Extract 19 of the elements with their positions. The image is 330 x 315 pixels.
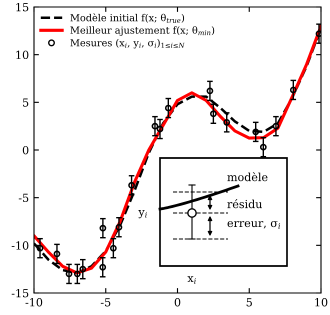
y-tick-label: 15 [16,2,28,12]
annotation: résidu [227,199,262,208]
annotation: erreur, σ$_{i}$ [228,221,280,229]
annotation: x$_{i}$ [188,276,196,284]
y-tick-label: -10 [12,241,28,250]
y-tick-label: 5 [23,98,28,107]
x-tick-label: 0 [174,298,180,306]
annotation: modèle [227,172,268,182]
x-tick-label: 10 [315,298,328,306]
y-tick-label: -15 [12,288,28,298]
y-tick-label: 0 [22,146,28,154]
y-tick-label: -5 [18,194,28,202]
x-tick-label: 5 [246,298,252,306]
y-tick-label: 10 [16,50,28,60]
legend-label: Modèle initial f(x; θ$_{true}$) [70,13,184,23]
x-tick-label: -5 [100,298,110,306]
legend-label: Mesures (x$_{i}$, y$_{i}$, σ$_{i}$)$_{1≤i≤N}$ [70,38,185,48]
annotation: y$_{i}$ [138,210,147,218]
legend-label: Meilleur ajustement f(x; θ$_{min}$) [70,26,214,36]
